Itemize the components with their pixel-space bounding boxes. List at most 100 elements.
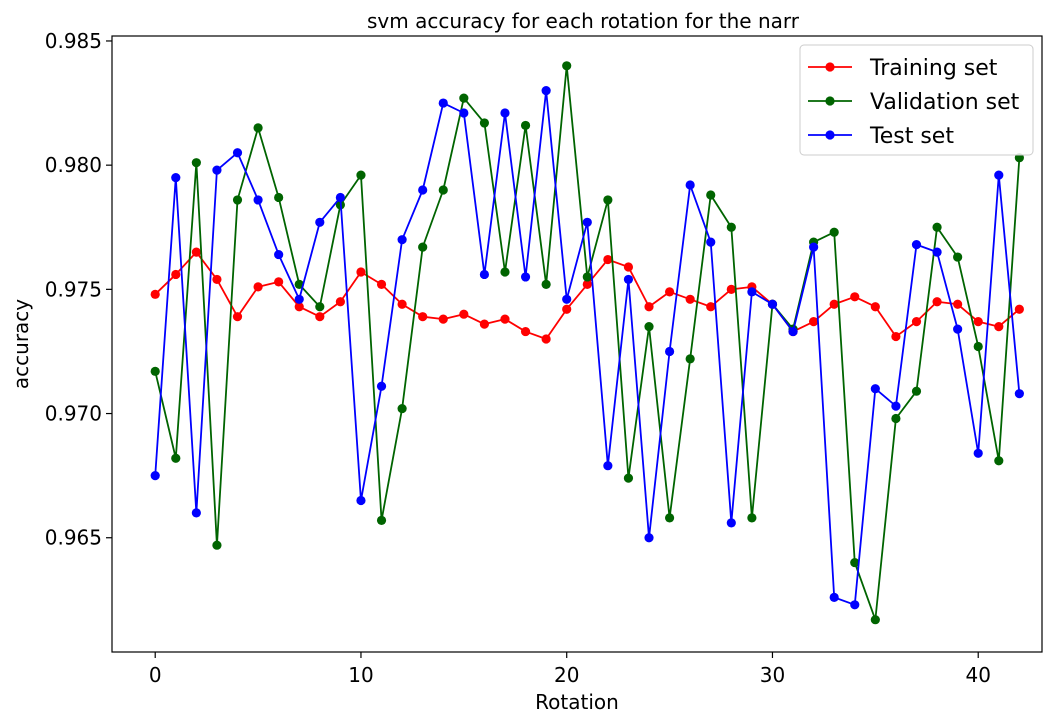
validation-set-point: [274, 192, 284, 203]
training-set-point: [294, 302, 304, 312]
validation-set-point: [232, 195, 243, 205]
training-set-point: [994, 322, 1004, 332]
training-set-point: [706, 302, 716, 312]
test-set-point: [397, 235, 407, 245]
x-tick-label: 0: [149, 663, 162, 687]
training-set-point: [911, 317, 922, 327]
training-set-point: [191, 247, 201, 257]
test-set-point: [706, 237, 716, 247]
training-set-point: [376, 279, 387, 289]
test-set-point: [623, 274, 634, 285]
training-set-point: [150, 289, 160, 299]
test-set-point: [232, 148, 243, 158]
test-set-point: [191, 508, 201, 518]
test-set-point: [644, 533, 654, 543]
test-set-legend-label: Test set: [869, 124, 954, 149]
test-set-point: [973, 448, 983, 458]
validation-set-point: [644, 322, 654, 332]
training-set-point: [644, 302, 654, 312]
training-set-legend-marker: [825, 62, 835, 72]
validation-set-point: [397, 403, 407, 414]
validation-set-point: [520, 120, 531, 131]
training-set-point: [932, 297, 942, 307]
x-axis-label: Rotation: [535, 690, 619, 714]
validation-set-point: [212, 540, 222, 550]
test-set-point: [274, 249, 284, 260]
validation-set-point: [356, 170, 366, 180]
test-set-point: [664, 346, 675, 357]
test-set-point: [953, 324, 963, 334]
training-set-point: [603, 254, 613, 265]
training-set-point: [459, 309, 469, 319]
training-set-point: [953, 299, 963, 309]
training-set-point: [479, 319, 490, 329]
legend: Training set Validation set Test set: [799, 44, 1034, 156]
validation-set-point: [726, 222, 736, 232]
test-set-point: [603, 461, 613, 471]
training-set-point: [356, 267, 366, 277]
validation-set-point: [850, 557, 860, 568]
validation-set-legend-marker: [825, 96, 835, 106]
training-set-point: [418, 312, 428, 322]
training-set-point: [232, 312, 243, 322]
validation-set-point: [479, 118, 490, 128]
training-set-point: [520, 326, 531, 337]
validation-set-legend-label: Validation set: [870, 90, 1020, 115]
validation-set-point: [562, 61, 572, 71]
training-set-point: [870, 302, 880, 312]
training-set-point: [274, 277, 284, 287]
validation-set-point: [500, 267, 510, 277]
test-set-point: [376, 381, 387, 391]
training-set-point: [1014, 304, 1024, 314]
plot-frame: [111, 35, 1043, 653]
test-set-point: [541, 86, 551, 96]
x-tick-label: 30: [760, 663, 785, 687]
training-set-point: [685, 294, 695, 304]
x-tick-label: 20: [554, 663, 579, 687]
training-set-point: [397, 299, 407, 309]
y-tick-label: 0.985: [45, 29, 102, 53]
test-set-point: [335, 192, 345, 203]
test-set-point: [418, 185, 428, 195]
chart-title: svm accuracy for each rotation for the n…: [367, 9, 800, 33]
validation-set-point: [150, 366, 160, 376]
test-set-point: [747, 287, 757, 297]
test-set-legend-marker: [825, 130, 835, 140]
validation-set-point: [438, 185, 448, 195]
x-tick-label: 40: [965, 663, 990, 687]
validation-set-point: [747, 513, 757, 523]
test-set-point: [829, 592, 839, 602]
test-set-point: [253, 195, 263, 205]
validation-set-point: [973, 341, 983, 352]
test-set-point: [212, 165, 222, 175]
validation-set-point: [870, 615, 880, 625]
validation-set-point: [891, 413, 901, 424]
test-set-point: [356, 495, 366, 506]
validation-set-series: [150, 61, 1024, 625]
training-set-point: [562, 304, 572, 314]
training-set-point: [664, 287, 675, 297]
validation-set-point: [623, 473, 634, 483]
legend-box: [799, 44, 1034, 156]
validation-set-point: [953, 252, 963, 262]
training-set-point: [809, 317, 819, 327]
validation-set-point: [253, 123, 263, 133]
training-set-point: [850, 292, 860, 302]
test-set-point: [932, 247, 942, 257]
test-set-point: [294, 294, 304, 304]
training-set-point: [973, 317, 983, 327]
training-set-point: [623, 262, 634, 272]
validation-set-point: [911, 386, 922, 396]
validation-set-point: [418, 242, 428, 252]
validation-set-point: [315, 302, 325, 312]
x-axis: 0 10 20 30 40: [149, 652, 991, 687]
y-tick-label: 0.975: [45, 277, 102, 301]
test-set-point: [315, 217, 325, 227]
y-axis-label: accuracy: [9, 299, 33, 389]
test-set-point: [479, 269, 490, 280]
training-set-point: [541, 334, 551, 344]
test-set-point: [150, 471, 160, 481]
validation-set-point: [376, 515, 387, 525]
validation-set-point: [541, 279, 551, 289]
test-set-point: [891, 401, 901, 411]
